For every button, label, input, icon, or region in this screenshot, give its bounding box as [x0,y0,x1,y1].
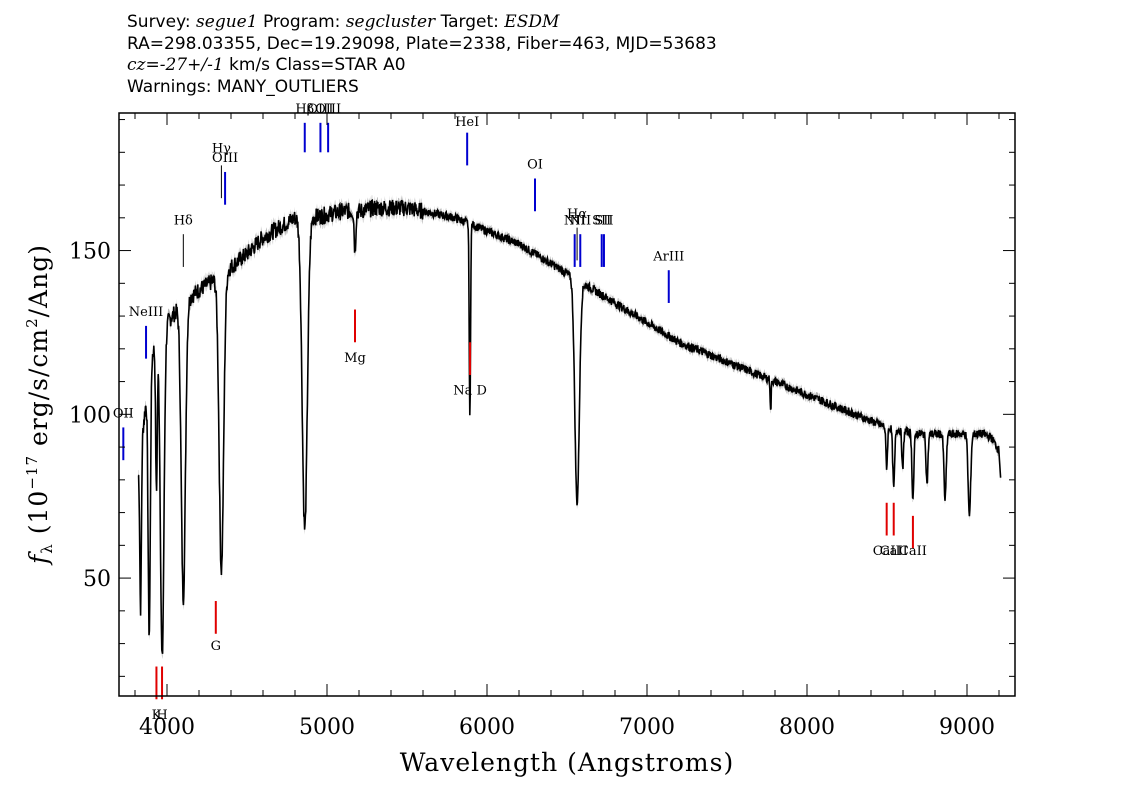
cz-value: =-27+/-1 [145,55,224,75]
spectrum-header: Survey: segue1 Program: segcluster Targe… [127,12,717,98]
y-axis-exp: −17 [23,455,41,490]
y-axis-sq: 2 [23,317,41,328]
spectrum-line [137,199,1002,654]
emission-line-label: ArIII [652,249,684,264]
survey-label: Survey: [127,12,191,32]
emission-line-label: OIII [212,151,238,166]
neutral-line-label: Hγ [212,141,231,156]
emission-line-label: NeIII [129,305,163,320]
y-axis-tail: /Ang) [24,244,53,317]
header-line-1: Survey: segue1 Program: segcluster Targe… [127,12,717,34]
target-value: ESDM [504,12,560,32]
emission-line-label: SII [594,213,613,228]
cz-unit: km/s [229,55,271,75]
target-label: Target: [440,12,499,32]
plot-frame [118,112,1016,697]
program-label: Program: [262,12,341,32]
y-tick-label: 50 [83,567,111,592]
x-tick-label: 4000 [139,715,195,740]
class-text: Class=STAR A0 [275,55,406,75]
absorption-line-label: Mg [344,351,366,366]
survey-value: segue1 [196,12,258,32]
y-axis-main: (10 [24,490,53,535]
absorption-line-label: H [156,708,167,723]
absorption-line-label: Na D [453,384,487,399]
absorption-line-label: CaII [880,544,908,559]
header-line-4: Warnings: MANY_OUTLIERS [127,76,359,97]
absorption-line-label: CaII [899,544,927,559]
x-tick-label: 5000 [299,715,355,740]
absorption-line-label: G [211,639,221,654]
y-axis-title: fλ (10−17 erg/s/cm2/Ang) [23,244,56,566]
svg-text:fλ (10−17 erg/s/cm2/Ang): fλ (10−17 erg/s/cm2/Ang) [23,244,56,566]
emission-line-label: OIII [315,102,341,117]
header-line-3: cz=-27+/-1 km/s Class=STAR A0 [127,55,717,77]
cz-label: cz [127,55,146,75]
x-tick-label: 6000 [459,715,515,740]
neutral-line-label: Hδ [174,213,193,228]
x-tick-label: 9000 [939,715,995,740]
spectrum-layer [137,199,1002,654]
emission-line-label: HeI [455,115,479,130]
x-tick-label: 8000 [779,715,835,740]
x-axis-title: Wavelength (Angstroms) [400,748,734,777]
y-axis-symbol: f [24,551,53,566]
error-band-layer [138,194,1001,659]
absorption-line-label: CaII [873,544,901,559]
y-tick-label: 100 [69,403,111,428]
error-band [138,194,1001,659]
absorption-line-label: K [152,708,162,723]
emission-line-label: SII [592,213,611,228]
emission-line-label: NII [564,213,586,228]
y-tick-label: 150 [69,240,111,265]
program-value: segcluster [345,12,436,32]
y-axis-symbol-sub: λ [38,543,56,554]
neutral-line-label: Hα [567,207,587,222]
emission-line-label: NII [569,213,591,228]
x-tick-label: 7000 [619,715,675,740]
emission-line-label: OI [527,158,543,173]
y-axis-units: erg/s/cm [24,328,53,446]
ticks-layer: 4000 5000 6000 7000 8000 9000 50 100 150 [69,113,1015,740]
header-line-2: RA=298.03355, Dec=19.29098, Plate=2338, … [127,33,717,54]
